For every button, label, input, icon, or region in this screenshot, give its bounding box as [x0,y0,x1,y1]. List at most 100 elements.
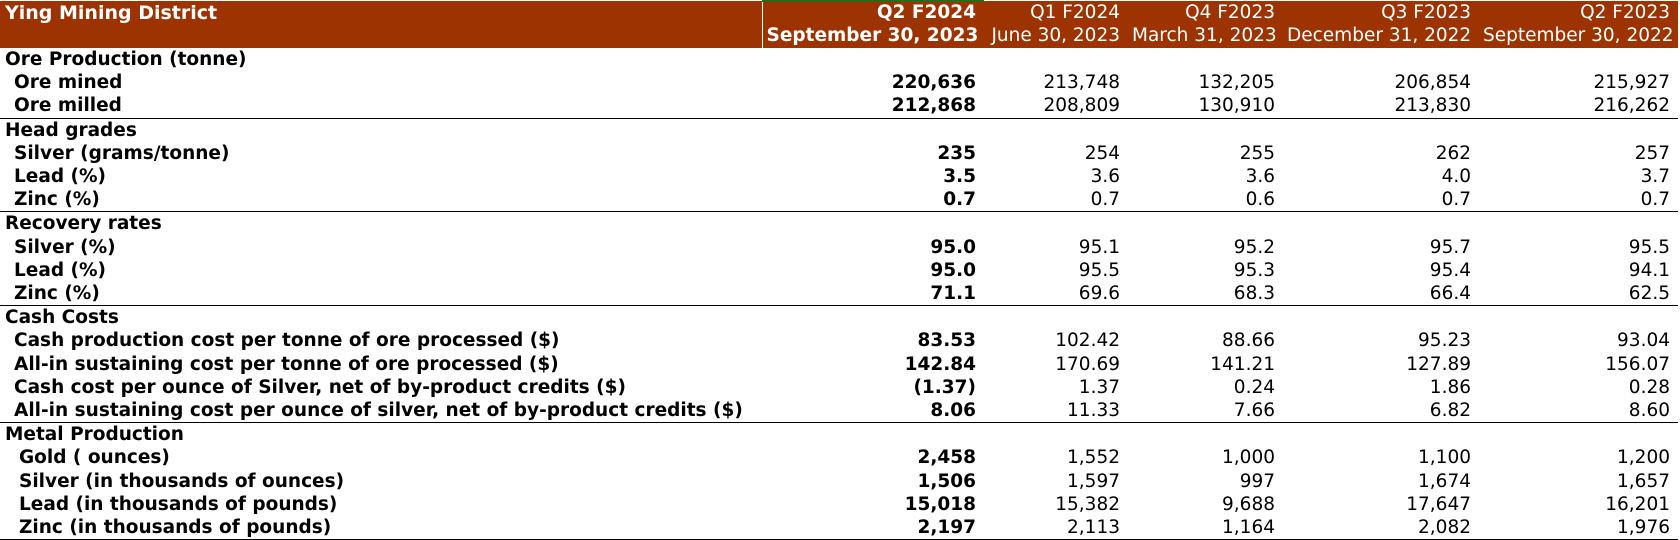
row-label: Cash production cost per tonne of ore pr… [14,330,560,352]
value-cell: 95.1 [1078,236,1120,258]
value-cell: 206,854 [1394,72,1471,94]
table-row: Zinc (in thousands of pounds) 2,197 2,113 1… [0,516,1678,540]
table-row: Silver (%) 95.0 95.1 95.2 95.7 95.5 [0,236,1678,259]
table-row: Cash cost per ounce of Silver, net of by… [0,376,1678,399]
section-title: Ore Production (tonne) [5,49,247,70]
current-period-value: 212,868 [891,95,976,117]
row-label: Silver (%) [14,236,116,258]
section-header-cell [762,117,984,142]
table-row: Gold ( ounces) 2,458 1,552 1,000 1,100 1,200 [0,446,1678,469]
section-header-cell [1128,211,1283,236]
current-period-value: 2,458 [917,447,976,469]
value-cell: 69.6 [1078,283,1120,305]
value-cell: 216,262 [1593,95,1670,117]
section-header-cell [1479,422,1678,447]
current-period-value: 220,636 [891,72,976,94]
table-header: Ying Mining District Q2 F2024 Q1 F2024 Q… [0,0,1678,48]
period-header: Q3 F2023 [1283,1,1479,24]
row-label: Zinc (%) [14,283,100,305]
section-header-cell [762,305,984,330]
value-cell: 132,205 [1198,72,1275,94]
section-title: Cash Costs [0,305,762,330]
current-period-value: 235 [937,142,976,164]
value-cell: 93.04 [1617,330,1670,352]
current-period-value: 0.7 [943,189,976,211]
value-cell: 95.2 [1233,236,1275,258]
date-header: December 31, 2022 [1283,24,1479,48]
section-header-cell [762,422,984,447]
section-header-cell [1283,422,1479,447]
section-title: Recovery rates [0,211,762,236]
value-cell: 4.0 [1441,166,1471,188]
section-header-cell [762,211,984,236]
value-cell: 95.7 [1429,236,1471,258]
value-cell: 1.86 [1429,376,1471,398]
value-cell: 1,657 [1617,470,1670,492]
section-header-row: Metal Production [0,422,1678,447]
current-period-value: 2,197 [762,516,984,540]
value-cell: 1,552 [1067,447,1120,469]
table-body: Ore Production (tonne) Ore mined 220,636 21… [0,48,1678,540]
section-header-cell [1283,305,1479,330]
value-cell: 170.69 [1055,353,1120,375]
value-cell: 262 [1435,142,1471,164]
table-row: Cash production cost per tonne of ore pr… [0,329,1678,352]
value-cell: 16,201 [1605,493,1670,515]
section-header-cell [984,211,1128,236]
row-label: Cash cost per ounce of Silver, net of by… [14,376,626,398]
table-row: Zinc (%) 0.7 0.7 0.6 0.7 0.7 [0,188,1678,212]
row-label: Silver (grams/tonne) [14,142,230,164]
value-cell: 1.37 [1078,376,1120,398]
row-label: Lead (%) [14,166,106,188]
value-cell: 8.60 [1628,400,1670,422]
table-row: Silver (in thousands of ounces) 1,506 1,59… [0,470,1678,493]
header-spacer [0,24,762,48]
section-header-row: Cash Costs [0,305,1678,330]
value-cell: 1,000 [1222,447,1275,469]
value-cell: 95.4 [1429,259,1471,281]
period-header: Q2 F2023 [1479,1,1678,24]
row-label: Ore milled [14,95,122,117]
table-row: Lead (in thousands of pounds) 15,018 15,38… [0,493,1678,516]
section-header-cell [1479,48,1678,71]
value-cell: 1,200 [1617,447,1670,469]
section-header-cell [1128,422,1283,447]
period-header: Q1 F2024 [984,1,1128,24]
value-cell: 213,830 [1394,95,1471,117]
table-row: All-in sustaining cost per tonne of ore … [0,353,1678,376]
row-label: Zinc (%) [14,189,100,211]
value-cell: 130,910 [1198,95,1275,117]
section-title: Head grades [0,117,762,142]
value-cell: 255 [1239,142,1275,164]
value-cell: 7.66 [1233,400,1275,422]
table-row: Lead (%) 3.5 3.6 3.6 4.0 3.7 [0,165,1678,188]
table-row: Zinc (%) 71.1 69.6 68.3 66.4 62.5 [0,282,1678,306]
current-period-value: 8.06 [930,400,976,422]
value-cell: 68.3 [1233,283,1275,305]
value-cell: 3.6 [1245,166,1275,188]
value-cell: 2,082 [1283,516,1479,540]
table-row: All-in sustaining cost per ounce of silv… [0,399,1678,423]
value-cell: 95.5 [1078,259,1120,281]
row-label: Ore mined [14,72,123,94]
value-cell: 0.24 [1233,376,1275,398]
section-header-cell [984,48,1128,71]
current-period-value: (1.37) [913,376,976,398]
section-header-cell [984,117,1128,142]
value-cell: 213,748 [1043,72,1120,94]
value-cell: 102.42 [1055,330,1120,352]
row-label: Lead (in thousands of pounds) [19,493,338,515]
value-cell: 156.07 [1605,353,1670,375]
value-cell: 1,674 [1418,470,1471,492]
period-header: Q4 F2023 [1128,1,1283,24]
row-label: All-in sustaining cost per ounce of silv… [14,400,743,422]
value-cell: 95.3 [1233,259,1275,281]
value-cell: 6.82 [1429,400,1471,422]
value-cell: 17,647 [1406,493,1471,515]
value-cell: 0.7 [1640,189,1670,211]
value-cell: 1,976 [1479,516,1678,540]
row-label: All-in sustaining cost per tonne of ore … [14,353,559,375]
header-date-row: September 30, 2023 June 30, 2023 March 3… [0,24,1678,48]
section-header-cell [1479,305,1678,330]
